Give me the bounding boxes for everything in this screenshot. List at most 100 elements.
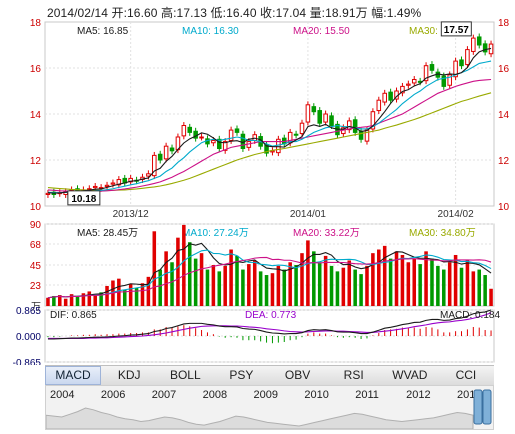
tab-kdj[interactable]: KDJ (117, 368, 141, 382)
volume-bar (223, 265, 227, 306)
timeline-navigator[interactable]: 2004 2006 2007 2008 2009 2010 2011 2012 2013 (45, 385, 494, 430)
price-legend-entry: MA30: 14.92 (409, 26, 466, 37)
price-legend-entry: MA10: 16.30 (182, 26, 239, 37)
volume-bar (377, 249, 381, 306)
timeline-year-label: 2008 (203, 389, 227, 401)
timeline-year-label: 2009 (254, 389, 278, 401)
volume-bar (477, 269, 482, 306)
volume-bar (282, 269, 287, 306)
volume-bar (371, 253, 375, 306)
volume-bar (140, 283, 145, 306)
volume-bar (229, 249, 233, 306)
price-legend-entry: MA5: 16.85 (77, 26, 129, 37)
candle-body (329, 115, 334, 126)
macd-legend-entry: DIF: 0.865 (50, 310, 97, 321)
candle-body (222, 141, 228, 151)
candle-body (228, 129, 234, 141)
volume-bar (128, 284, 133, 306)
volume-bar (400, 254, 405, 306)
max-price-box (440, 21, 472, 37)
indicator-tabs: MACD KDJ BOLL PSY OBV RSI WVAD CCI (45, 365, 494, 386)
volume-bar (105, 285, 109, 306)
volume-bar (158, 269, 162, 306)
price-tick-left: 14 (30, 110, 42, 121)
tab-obv[interactable]: OBV (284, 368, 311, 382)
timeline-year-label: 2011 (355, 389, 379, 401)
candle-body (305, 104, 311, 123)
volume-bar (394, 251, 399, 306)
price-tick-left: 18 (30, 18, 42, 29)
volume-bar (276, 265, 281, 306)
volume-bar (288, 262, 292, 306)
quote-header: 2014/02/14 开:16.60 高:17.13 低:16.40 收:17.… (47, 4, 421, 21)
volume-bar (412, 258, 417, 306)
volume-bar (436, 265, 440, 306)
volume-bar (329, 265, 334, 306)
volume-bar (176, 237, 180, 306)
volume-tick: 23 (30, 281, 42, 292)
tab-cci[interactable]: CCI (455, 368, 477, 382)
volume-bar (447, 262, 452, 306)
ma30-line (47, 92, 492, 191)
timeline-area (45, 407, 474, 430)
volume-bar (258, 271, 263, 306)
volume-tick: 68 (30, 240, 42, 251)
candle-body (128, 177, 133, 183)
timeline-year-label: 2010 (304, 389, 328, 401)
price-legend-entry: MA20: 15.50 (293, 26, 350, 37)
volume-bar (93, 295, 97, 306)
ma5-line (47, 47, 492, 194)
quote-open: 开:16.60 (111, 6, 158, 20)
dea-line (47, 312, 492, 339)
volume-bar (241, 269, 245, 306)
candle-body (211, 139, 216, 144)
timeline-handle[interactable] (482, 389, 492, 425)
price-x-tick: 2013/12 (113, 209, 150, 220)
quote-volume: 量:18.91万 (309, 6, 368, 20)
candle-body (476, 36, 482, 46)
macd-legend-entry: MACD: 0.184 (440, 310, 500, 321)
candle-body (110, 182, 116, 185)
chart-canvas[interactable]: 18 18 16 16 14 14 12 12 10 10 2013/12 2014/01 2014/0… (0, 0, 515, 365)
candle-body (323, 113, 328, 123)
volume-bar (170, 262, 174, 306)
volume-bar (63, 298, 68, 306)
candle-body (92, 185, 98, 189)
price-tick-right: 14 (498, 110, 510, 121)
timeline-year-label: 2012 (406, 389, 430, 401)
tab-boll[interactable]: BOLL (169, 368, 201, 382)
tab-wvad[interactable]: WVAD (392, 368, 428, 382)
volume-bar (75, 296, 80, 306)
volume-bar (347, 260, 352, 306)
candle-body (358, 130, 364, 140)
volume-bar (235, 255, 239, 306)
volume-bar (388, 258, 393, 306)
candle-body (199, 136, 204, 139)
tab-macd[interactable]: MACD (45, 366, 102, 385)
candle-body (317, 110, 322, 124)
quote-date: 2014/02/14 (47, 6, 109, 20)
timeline-handle[interactable] (473, 389, 483, 425)
volume-bar (489, 288, 493, 306)
volume-legend-entry: MA30: 34.80万 (409, 228, 476, 239)
candle-body (217, 138, 222, 150)
volume-bar (306, 240, 310, 306)
candle-body (453, 60, 458, 78)
candle-body (441, 75, 447, 87)
volume-bar (87, 291, 92, 306)
tab-rsi[interactable]: RSI (343, 368, 364, 382)
volume-bar (365, 265, 369, 306)
candle-body (423, 65, 429, 82)
ma20-line (47, 78, 492, 193)
min-price-box (67, 190, 101, 206)
candle-body (146, 173, 151, 177)
volume-bar (341, 267, 346, 306)
volume-bar (46, 297, 50, 306)
volume-bar (205, 269, 210, 306)
volume-ma10-line (47, 249, 492, 299)
timeline-canvas[interactable]: 2004 2006 2007 2008 2009 2010 2011 2012 2013 (45, 386, 493, 430)
candle-body (400, 85, 405, 94)
tab-psy[interactable]: PSY (229, 368, 254, 382)
volume-bar (193, 258, 198, 306)
